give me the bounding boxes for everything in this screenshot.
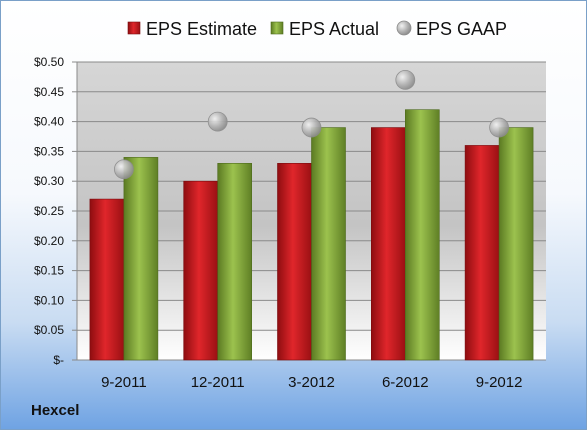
x-category-label: 6-2012: [382, 374, 429, 391]
y-tick-label: $0.20: [34, 234, 64, 248]
y-tick-label: $0.30: [34, 174, 64, 188]
x-axis: 9-2011 12-2011 3-2012 6-2012 9-2012: [101, 374, 522, 391]
eps-actual-bar: [311, 127, 346, 361]
y-tick-label: $0.10: [34, 293, 64, 307]
legend-marker-estimate: [127, 21, 141, 35]
eps-actual-bar: [123, 157, 159, 361]
eps-gaap-marker: [207, 111, 228, 132]
y-tick-label: $0.05: [34, 323, 64, 337]
x-category-label: 12-2011: [191, 374, 245, 391]
legend-marker-gaap: [396, 20, 412, 36]
gaap-markers: [114, 69, 510, 180]
eps-estimate-bar: [183, 180, 218, 361]
eps-actual-bar: [404, 109, 440, 361]
company-name: Hexcel: [31, 402, 80, 419]
y-axis: $- $0.05 $0.10 $0.15 $0.20 $0.25 $0.30 $0.35 $0.…: [34, 55, 64, 367]
x-category-label: 3-2012: [288, 374, 335, 391]
legend: EPS Estimate EPS Actual EPS GAAP: [127, 19, 507, 39]
legend-label: EPS Estimate: [146, 19, 257, 39]
y-tick-label: $0.25: [34, 204, 64, 218]
eps-gaap-marker: [114, 159, 134, 180]
legend-marker-actual: [270, 21, 284, 35]
eps-estimate-bar: [370, 127, 406, 361]
eps-actual-bar: [498, 127, 534, 361]
y-tick-label: $0.35: [34, 144, 64, 158]
bars: [89, 109, 534, 361]
eps-gaap-marker: [489, 117, 510, 138]
eps-actual-bar: [217, 163, 252, 361]
eps-gaap-marker: [395, 69, 416, 90]
eps-estimate-bar: [277, 163, 312, 361]
eps-gaap-marker: [301, 117, 322, 138]
legend-label: EPS Actual: [289, 19, 379, 39]
eps-estimate-bar: [464, 145, 500, 361]
y-tick-label: $-: [53, 353, 64, 367]
legend-label: EPS GAAP: [416, 19, 507, 39]
eps-estimate-bar: [89, 198, 125, 361]
x-category-label: 9-2011: [101, 374, 147, 391]
y-tick-label: $0.15: [34, 264, 64, 278]
x-category-label: 9-2012: [476, 374, 523, 391]
y-tick-label: $0.40: [34, 115, 64, 129]
y-tick-label: $0.45: [34, 85, 64, 99]
y-tick-label: $0.50: [34, 55, 64, 69]
